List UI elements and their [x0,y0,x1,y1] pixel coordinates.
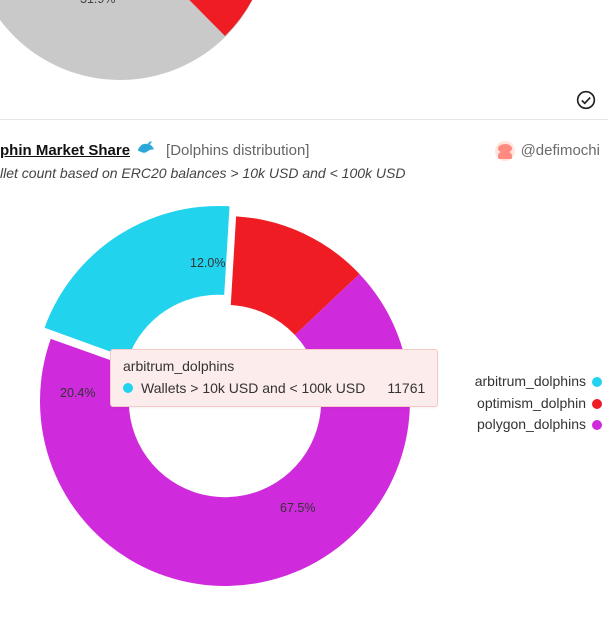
author-chip[interactable]: @defimochi [495,141,600,161]
dolphin-market-share-card: phin Market Share [Dolphins distribution… [0,140,608,621]
tooltip-series-label: Wallets > 10k USD and < 100k USD [141,380,365,396]
legend-dot-icon [592,420,602,430]
avatar [495,141,515,161]
legend-dot-icon [592,399,602,409]
legend-item-polygon_dolphins[interactable]: polygon_dolphins [475,414,602,436]
chart-legend: arbitrum_dolphinsoptimism_dolphinpolygon… [475,371,602,436]
legend-item-optimism_dolphins[interactable]: optimism_dolphin [475,393,602,415]
tooltip-title: arbitrum_dolphins [123,358,425,374]
partial-pie-chart [0,0,280,90]
legend-label: arbitrum_dolphins [475,371,586,393]
dolphin-icon [136,140,156,161]
legend-dot-icon [592,377,602,387]
card-subtitle-bracket: [Dolphins distribution] [166,142,309,159]
card-title-link[interactable]: phin Market Share [0,142,130,159]
legend-item-arbitrum_dolphins[interactable]: arbitrum_dolphins [475,371,602,393]
chart-tooltip: arbitrum_dolphins Wallets > 10k USD and … [110,349,438,407]
donut-slice-arbitrum_dolphins[interactable] [45,206,230,358]
verified-check-icon [576,90,596,115]
legend-label: polygon_dolphins [477,414,586,436]
card-header: phin Market Share [Dolphins distribution… [0,140,608,163]
card-description: llet count based on ERC20 balances > 10k… [0,163,608,181]
tooltip-dot-icon [123,383,133,393]
previous-card-fragment: 31.9% [0,0,608,120]
legend-label: optimism_dolphin [477,393,586,415]
tooltip-value: 11761 [387,380,425,396]
donut-chart[interactable]: Dune 20.4%12.0%67.5% arbitrum_dolphinsop… [0,201,608,621]
author-handle: @defimochi [521,142,600,159]
